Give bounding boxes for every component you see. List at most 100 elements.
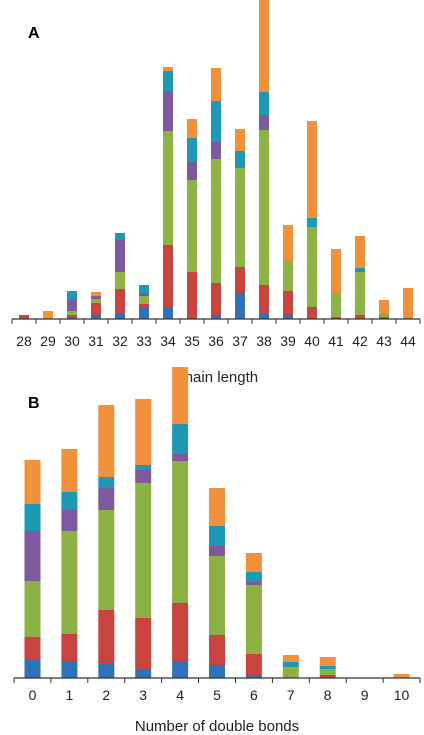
bar-segment xyxy=(91,303,101,315)
bar-segment xyxy=(319,666,336,669)
x-tick-label: 9 xyxy=(361,687,369,703)
bar-segment xyxy=(355,268,365,272)
x-tick-label: 3 xyxy=(139,687,147,703)
bar-segment xyxy=(307,227,317,307)
bar-segment xyxy=(307,218,317,227)
bar-segment xyxy=(67,300,77,311)
bar-segment xyxy=(187,180,197,272)
bar-segment xyxy=(19,315,29,319)
x-tick-label: 31 xyxy=(88,333,104,349)
x-tick-label: 1 xyxy=(66,687,74,703)
bar-segment xyxy=(209,488,225,526)
bar-segment xyxy=(139,293,149,296)
x-tick-label: 8 xyxy=(324,687,332,703)
x-tick-label: 10 xyxy=(394,687,410,703)
bar-segment xyxy=(283,225,293,261)
panel-b: B 0 1 2 3 4 5 6 7 8 9 10 Number of double bonds xyxy=(13,367,421,735)
bar-segment xyxy=(163,245,173,307)
x-tick-label: 38 xyxy=(256,333,272,349)
bar-segment xyxy=(209,665,225,678)
bar-segment xyxy=(211,142,221,159)
bar-segment xyxy=(24,581,41,637)
bar-segment xyxy=(98,510,115,610)
bar-segment xyxy=(187,119,197,138)
bar-segment xyxy=(283,291,293,316)
bar-segment xyxy=(211,159,221,283)
x-tick-label: 39 xyxy=(280,333,296,349)
bar-segment xyxy=(139,304,149,307)
bar-segment xyxy=(115,289,125,314)
bar-segment xyxy=(163,307,173,319)
bar-segment xyxy=(235,168,245,267)
bar-segment xyxy=(163,91,173,131)
bar-segment xyxy=(98,488,115,510)
bar-segment xyxy=(139,296,149,304)
bar-segment xyxy=(282,662,299,667)
bar-segment xyxy=(61,661,78,678)
bar-segment xyxy=(43,311,53,319)
bar-segment xyxy=(283,316,293,319)
bar-segment xyxy=(67,317,77,319)
bar-segment xyxy=(283,261,293,291)
bar-segment xyxy=(379,317,389,319)
bar-segment xyxy=(91,292,101,296)
bar-segment xyxy=(24,660,41,678)
x-tick-label: 30 xyxy=(64,333,80,349)
x-tick-label: 36 xyxy=(208,333,224,349)
bar-segment xyxy=(319,669,336,675)
bar-segment xyxy=(259,92,269,115)
bar-segment xyxy=(331,249,341,293)
bar-segment xyxy=(115,233,125,240)
x-tick-label: 33 xyxy=(136,333,152,349)
bar-segment xyxy=(403,317,413,319)
x-tick-label: 7 xyxy=(287,687,295,703)
x-tick-label: 42 xyxy=(352,333,368,349)
bar-segment xyxy=(393,674,410,678)
x-tick-label: 4 xyxy=(176,687,184,703)
bar-segment xyxy=(211,101,221,142)
bar-segment xyxy=(172,603,189,661)
bar-segment xyxy=(67,291,77,300)
x-tick-label: 37 xyxy=(232,333,248,349)
bar-segment xyxy=(307,121,317,218)
bar-segment xyxy=(245,585,262,654)
bar-segment xyxy=(98,405,115,477)
bar-segment xyxy=(135,399,152,465)
bar-segment xyxy=(211,283,221,315)
x-tick-label: 5 xyxy=(213,687,221,703)
x-tick-label: 44 xyxy=(400,333,416,349)
bar-segment xyxy=(163,131,173,245)
bar-segment xyxy=(403,288,413,317)
x-axis-title: Chain length xyxy=(174,369,258,386)
bar-segment xyxy=(209,556,225,635)
bar-segment xyxy=(135,483,152,618)
bar-segment xyxy=(259,0,269,92)
bar-segment xyxy=(245,654,262,675)
x-tick-label: 40 xyxy=(304,333,320,349)
bar-segment xyxy=(61,449,78,492)
bar-segment xyxy=(187,162,197,180)
x-tick-label: 35 xyxy=(184,333,200,349)
x-tick-label: 41 xyxy=(328,333,344,349)
bar-segment xyxy=(67,315,77,317)
bar-segment xyxy=(115,272,125,289)
panel-label: A xyxy=(28,25,40,42)
bar-segment xyxy=(379,314,389,317)
bar-segment xyxy=(91,315,101,319)
bar-segment xyxy=(172,424,189,454)
x-tick-label: 2 xyxy=(102,687,110,703)
bar-segment xyxy=(319,657,336,666)
x-tick-label: 43 xyxy=(376,333,392,349)
bar-segment xyxy=(98,663,115,678)
bar-segment xyxy=(135,670,152,678)
bar-segment xyxy=(259,130,269,285)
bar-segment xyxy=(307,307,317,319)
bar-segment xyxy=(61,509,78,531)
panel-label: B xyxy=(28,395,40,412)
bar-segment xyxy=(135,465,152,470)
bar-segment xyxy=(331,293,341,317)
x-tick-label: 32 xyxy=(112,333,128,349)
bar-segment xyxy=(61,492,78,509)
